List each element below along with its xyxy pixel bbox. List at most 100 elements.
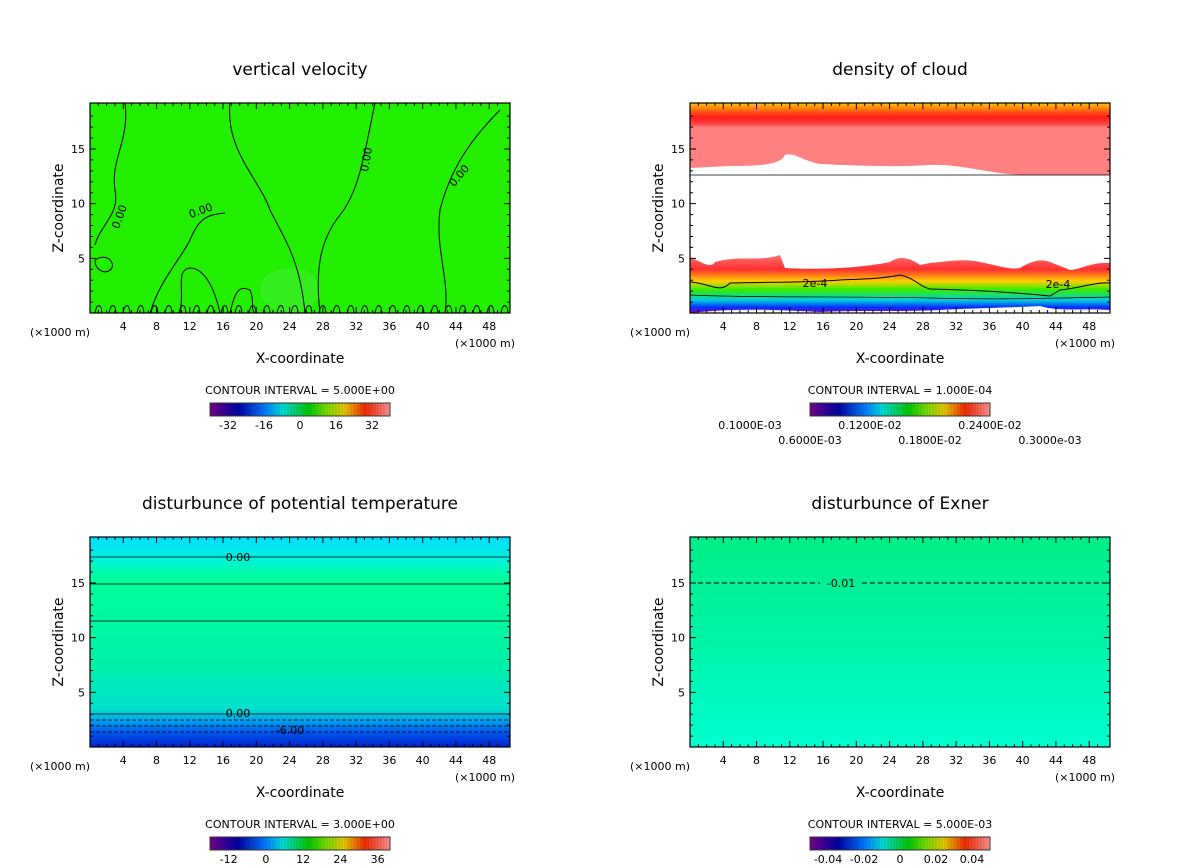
- contour-interval: CONTOUR INTERVAL = 5.000E+00: [205, 384, 395, 397]
- colorbar-swatch: [861, 837, 865, 850]
- panel-3: disturbunce of potential temperature 0.00…: [30, 494, 515, 866]
- colorbar-label: 36: [371, 853, 385, 866]
- colorbar-swatch: [273, 403, 277, 416]
- colorbar-swatch: [312, 403, 316, 416]
- colorbar-swatch: [378, 837, 382, 850]
- x-axis-label: X-coordinate: [856, 785, 945, 801]
- colorbar-swatch: [360, 837, 364, 850]
- y-tick-label: 10: [71, 198, 85, 211]
- colorbar-swatch: [963, 403, 967, 416]
- colorbar-swatch: [948, 837, 952, 850]
- colorbar-swatch: [348, 837, 352, 850]
- colorbar-swatch: [855, 837, 859, 850]
- colorbar: [809, 836, 991, 851]
- colorbar-swatch: [909, 403, 913, 416]
- plot-frame: [89, 102, 511, 314]
- y-tick-label: 5: [78, 252, 85, 265]
- colorbar-swatch: [882, 837, 886, 850]
- x-tick-label: 48: [1082, 320, 1096, 333]
- colorbar-swatch: [918, 403, 922, 416]
- colorbar-swatch: [258, 403, 262, 416]
- colorbar-swatch: [324, 837, 328, 850]
- colorbar-swatch: [222, 837, 226, 850]
- colorbar-swatch: [921, 403, 925, 416]
- colorbar-swatch: [288, 837, 292, 850]
- colorbar-swatch: [843, 837, 847, 850]
- colorbar-swatch: [297, 403, 301, 416]
- colorbar-swatch: [312, 837, 316, 850]
- colorbar-swatch: [273, 837, 277, 850]
- contour-line: [149, 212, 226, 314]
- colorbar-swatch: [828, 837, 832, 850]
- colorbar-swatch: [366, 837, 370, 850]
- colorbar-swatch: [879, 403, 883, 416]
- colorbar-swatch: [903, 403, 907, 416]
- colorbar-label: 0.1200E-02: [838, 419, 901, 432]
- colorbar-swatch: [930, 403, 934, 416]
- y-tick-label: 15: [671, 143, 685, 156]
- colorbar-swatch: [822, 837, 826, 850]
- x-axis-label: X-coordinate: [256, 785, 345, 801]
- contour-line: [444, 305, 453, 314]
- x-tick-label: 16: [816, 320, 830, 333]
- colorbar-swatch: [873, 403, 877, 416]
- x-tick-label: 40: [416, 754, 430, 767]
- x-tick-label: 48: [482, 320, 496, 333]
- y-tick-label: 5: [678, 686, 685, 699]
- chart-title: disturbunce of potential temperature: [142, 494, 458, 514]
- colorbar-frame: [209, 836, 391, 851]
- contour-interval: CONTOUR INTERVAL = 1.000E-04: [808, 384, 992, 397]
- x-tick-label: 24: [283, 320, 297, 333]
- colorbar-swatch: [933, 403, 937, 416]
- colorbar-swatch: [891, 837, 895, 850]
- contour-line: [689, 274, 1111, 297]
- x-tick-label: 48: [1082, 754, 1096, 767]
- colorbar-swatch: [381, 837, 385, 850]
- colorbar-swatch: [849, 403, 853, 416]
- colorbar-swatch: [834, 403, 838, 416]
- colorbar-swatch: [213, 837, 217, 850]
- contour-line: [192, 305, 201, 314]
- colorbar-swatch: [261, 403, 265, 416]
- x-tick-label: 40: [416, 320, 430, 333]
- colorbar-swatch: [942, 837, 946, 850]
- colorbar-swatch: [942, 403, 946, 416]
- colorbar-swatch: [816, 837, 820, 850]
- colorbar-swatch: [288, 403, 292, 416]
- colorbar-swatch: [879, 837, 883, 850]
- colorbar-swatch: [948, 403, 952, 416]
- colorbar-swatch: [918, 837, 922, 850]
- contour-line: [94, 102, 127, 246]
- z-unit-label: (×1000 m): [30, 760, 90, 773]
- colorbar-swatch: [924, 403, 928, 416]
- y-axis-label: Z-coordinate: [651, 163, 667, 252]
- colorbar-swatch: [828, 403, 832, 416]
- colorbar-swatch: [219, 403, 223, 416]
- colorbar-swatch: [339, 837, 343, 850]
- colorbar-swatch: [360, 403, 364, 416]
- colorbar-swatch: [336, 837, 340, 850]
- colorbar-swatch: [363, 403, 367, 416]
- colorbar-swatch: [903, 837, 907, 850]
- colorbar-swatch: [357, 837, 361, 850]
- y-axis-label: Z-coordinate: [51, 163, 67, 252]
- contour-line: [234, 305, 243, 314]
- colorbar-swatch: [987, 403, 991, 416]
- colorbar-swatch: [963, 837, 967, 850]
- contour-line: [164, 305, 173, 314]
- colorbar-swatch: [354, 837, 358, 850]
- colorbar-swatch: [309, 403, 313, 416]
- colorbar-swatch: [276, 403, 280, 416]
- colorbar-swatch: [372, 403, 376, 416]
- contour-line: [94, 305, 103, 314]
- colorbar-swatch: [270, 403, 274, 416]
- colorbar-swatch: [843, 403, 847, 416]
- x-unit-label: (×1000 m): [1055, 337, 1115, 350]
- colorbar-swatch: [384, 837, 388, 850]
- colorbar-swatch: [222, 403, 226, 416]
- colorbar-swatch: [915, 403, 919, 416]
- colorbar-swatch: [279, 837, 283, 850]
- colorbar-label: 0.1800E-02: [898, 434, 961, 447]
- plot-frame: [89, 536, 511, 748]
